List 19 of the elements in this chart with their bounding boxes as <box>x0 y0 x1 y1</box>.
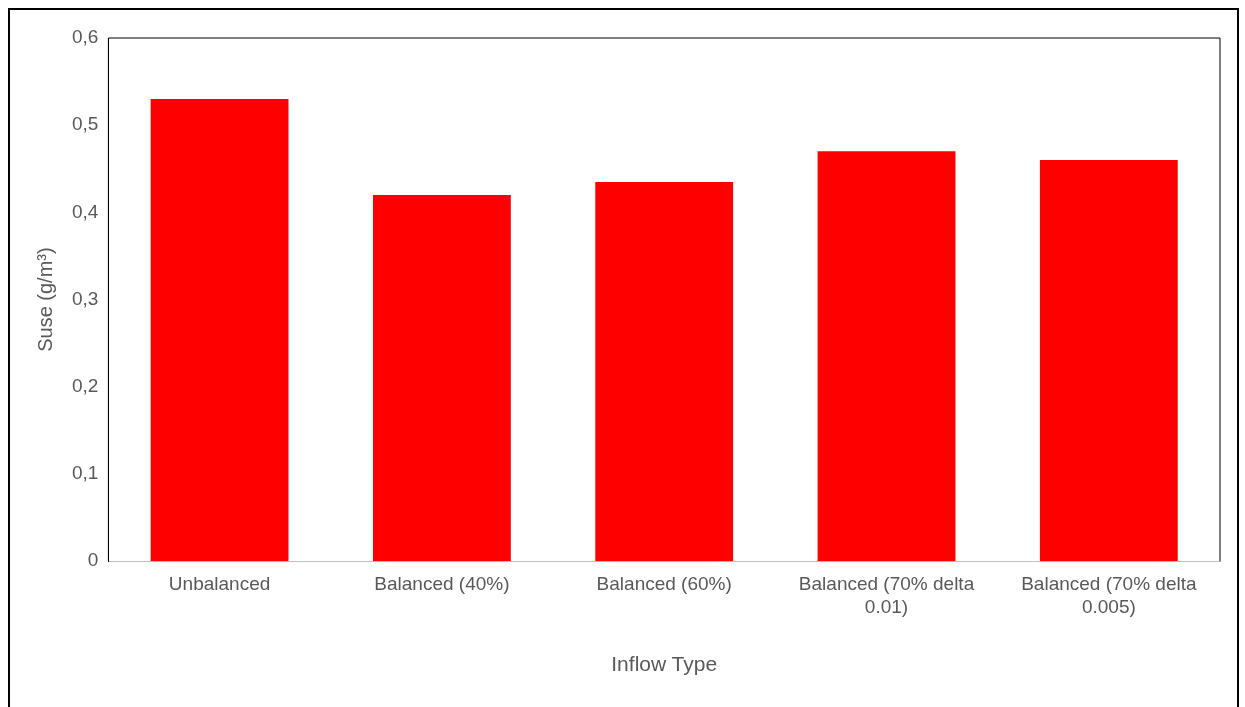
y-tick-label: 0,3 <box>71 287 99 309</box>
y-tick-label: 0,4 <box>71 200 99 222</box>
bar <box>1039 160 1178 562</box>
x-tick-label: Balanced (70% delta 0.01) <box>798 572 975 617</box>
x-tick-label: Unbalanced <box>168 572 271 594</box>
bar <box>595 181 734 562</box>
x-axis-title: Inflow Type <box>611 652 718 676</box>
y-tick-label: 0,1 <box>71 462 99 484</box>
y-tick-label: 0,2 <box>71 375 99 397</box>
y-axis-title: Suse (g/m³) <box>33 247 56 352</box>
bar <box>150 99 289 562</box>
y-tick-label: 0 <box>87 549 99 571</box>
bar <box>372 194 511 562</box>
y-tick-label: 0,6 <box>71 26 99 48</box>
bar <box>817 151 956 562</box>
x-tick-label: Balanced (40%) <box>374 572 510 594</box>
x-tick-label: Balanced (60%) <box>596 572 732 594</box>
x-tick-label: Balanced (70% delta 0.005) <box>1021 572 1197 617</box>
y-tick-label: 0,5 <box>71 113 99 135</box>
